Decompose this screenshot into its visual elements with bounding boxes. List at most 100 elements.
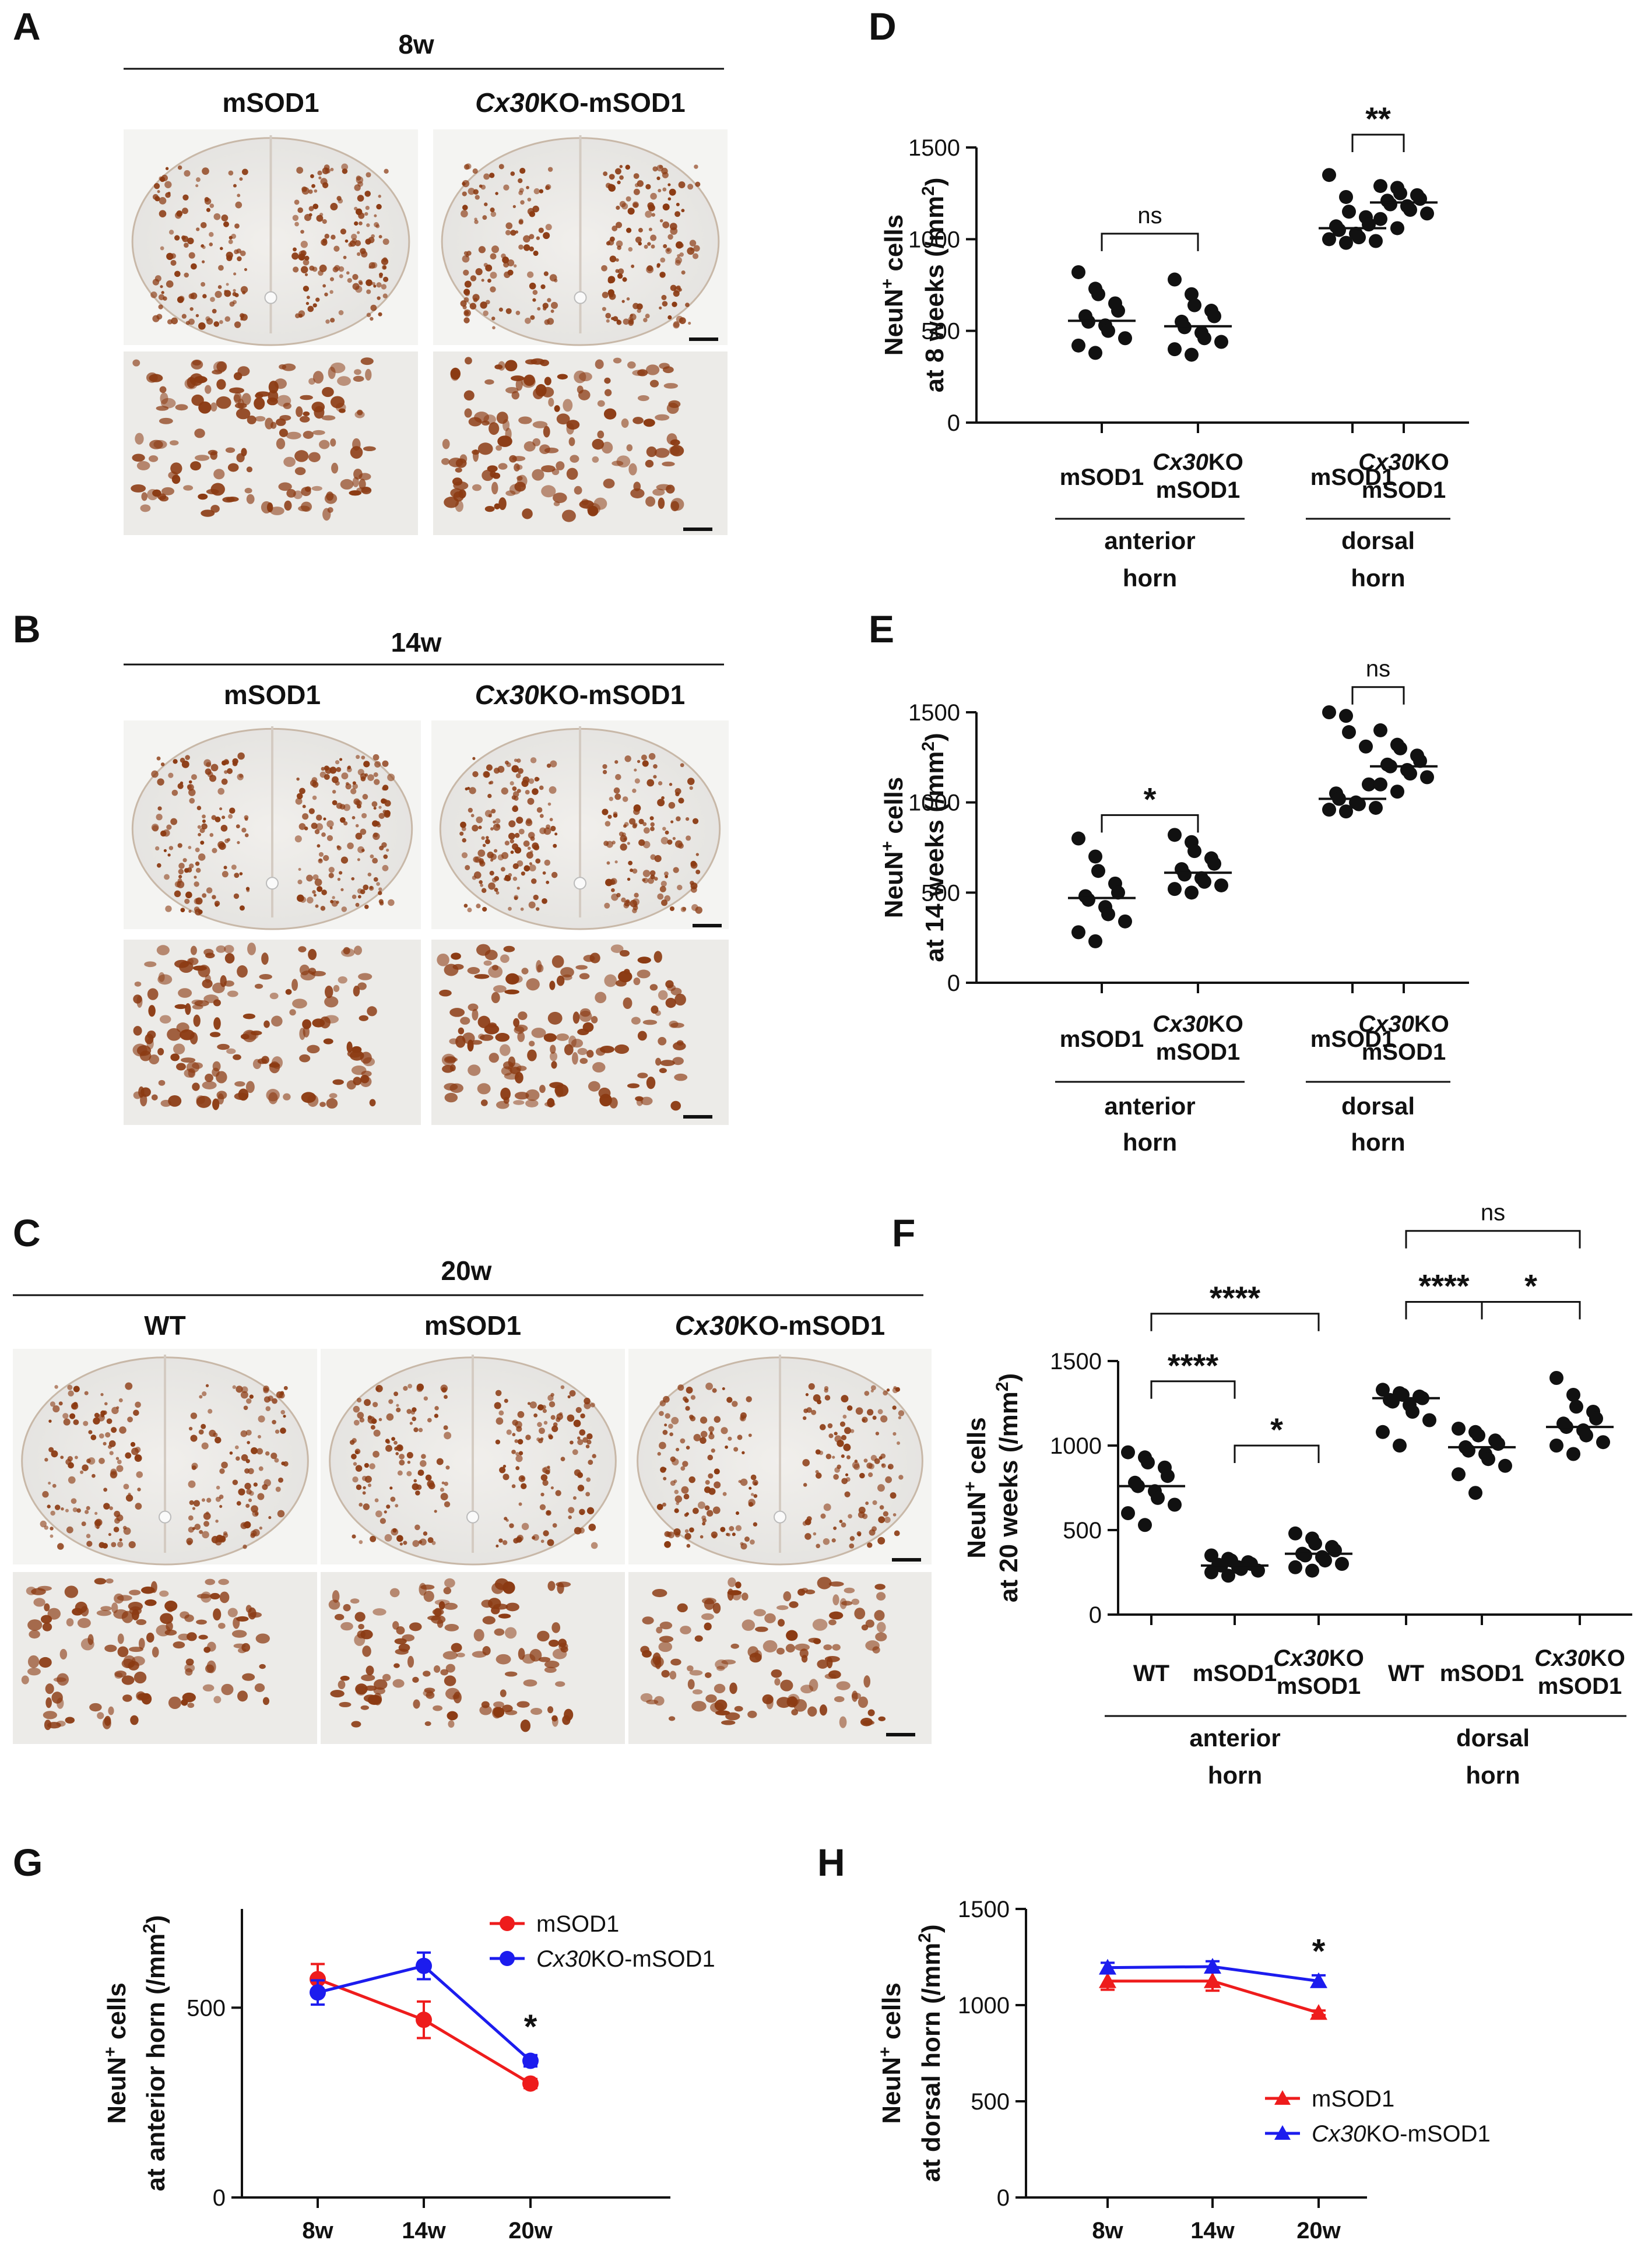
data-point <box>522 2052 539 2069</box>
data-point <box>1161 1469 1175 1483</box>
data-point <box>1393 1439 1407 1453</box>
data-point <box>1589 1411 1603 1426</box>
significance-label: ** <box>1365 100 1391 137</box>
comparison-bracket <box>1405 1301 1483 1320</box>
significance-label: ns <box>1137 203 1162 228</box>
legend-item-1: Cx30KO-mSOD1 <box>1265 2121 1491 2147</box>
data-point <box>1185 885 1199 900</box>
neuron-stain-dots <box>459 753 702 914</box>
data-point <box>1298 1548 1312 1563</box>
comparison-bracket <box>1234 1444 1320 1463</box>
data-point <box>1151 1490 1165 1505</box>
group-label-line2: mSOD1 <box>1156 1039 1241 1065</box>
data-point <box>1099 1972 1116 1988</box>
group-label: mSOD1 <box>1440 1661 1524 1686</box>
data-point <box>1373 777 1387 792</box>
timepoint-C: 20w <box>441 1256 492 1286</box>
significance-label: * <box>1312 1933 1326 1971</box>
data-point <box>1359 739 1373 754</box>
y-tick-label: 1500 <box>908 700 960 726</box>
data-point <box>1288 1526 1302 1541</box>
significance-label: * <box>1524 1268 1537 1304</box>
column-label-C-1: mSOD1 <box>424 1310 521 1341</box>
data-point <box>1461 1443 1475 1458</box>
region-0: anterior horn <box>1055 1081 1245 1156</box>
group-0: mSOD1 <box>1060 265 1144 490</box>
data-point <box>1413 754 1427 768</box>
legend-marker <box>1274 2090 1291 2105</box>
legend-label: mSOD1 <box>536 1911 619 1937</box>
neuron-stain-dots <box>328 1578 574 1732</box>
data-point <box>1111 885 1125 900</box>
data-point <box>1352 797 1366 811</box>
data-point <box>1310 1972 1327 1988</box>
data-point <box>1403 202 1417 217</box>
data-point <box>1369 234 1383 248</box>
data-point <box>1118 914 1132 929</box>
data-point <box>1091 864 1105 878</box>
data-point <box>1420 206 1434 221</box>
data-point <box>1118 331 1132 346</box>
micrograph-layer: A 8w mSOD1 Cx30KO-mSOD1 B 14w mSOD1 Cx30KO-mSOD… <box>13 5 932 1744</box>
y-tick-label: 1500 <box>958 1897 1010 1922</box>
chart-panel-H: H NeuN+ cells at dorsal horn (/mm2) 0 500 100… <box>817 1841 1491 2244</box>
legend-marker <box>500 1951 515 1966</box>
data-point <box>1071 265 1085 279</box>
data-point <box>1101 907 1115 922</box>
data-point <box>1579 1428 1593 1443</box>
chart-panel-F: F NeuN+ cells at 20 weeks (/mm2) 0 500 1000 15… <box>892 1200 1632 1789</box>
data-point <box>1081 892 1095 907</box>
data-point <box>1168 828 1182 842</box>
comparison-bracket <box>1481 1301 1581 1320</box>
group-label: mSOD1 <box>1310 465 1395 490</box>
neuron-stain-dots <box>132 943 377 1110</box>
data-point <box>1339 709 1353 723</box>
data-point <box>310 1984 326 2001</box>
data-point <box>1335 1557 1349 1571</box>
y-axis-label-line1: NeuN+ cells <box>878 777 909 919</box>
data-point <box>1420 770 1434 785</box>
comparison-1: ** <box>1351 100 1405 152</box>
column-label-A-1: Cx30KO-mSOD1 <box>475 87 685 118</box>
data-point <box>1339 235 1353 250</box>
data-point <box>1168 342 1182 357</box>
y-axis-label-line1: NeuN+ cells <box>961 1417 992 1559</box>
data-point <box>1168 1497 1182 1512</box>
data-point <box>1111 304 1125 318</box>
chart-panel-G: G NeuN+ cells at anterior horn (/mm2) 0 500 8… <box>13 1841 715 2244</box>
data-point <box>1342 205 1356 219</box>
neuron-stain-dots <box>460 163 701 330</box>
legend-label: Cx30KO-mSOD1 <box>536 1946 715 1972</box>
region-1: dorsal horn <box>1359 1715 1626 1789</box>
comparison-bracket <box>1351 133 1405 152</box>
neuron-stain-dots <box>437 944 688 1111</box>
group-label-line2: mSOD1 <box>1277 1673 1361 1699</box>
data-point <box>1121 1445 1135 1460</box>
neuron-stain-dots <box>656 1382 905 1550</box>
data-point <box>1322 803 1336 817</box>
central-canal <box>774 1510 786 1524</box>
panel-letter-E: E <box>869 607 894 650</box>
data-point <box>1178 867 1192 882</box>
data-point <box>1185 347 1199 362</box>
data-point <box>1339 804 1353 819</box>
y-tick-label: 1000 <box>958 1993 1010 2019</box>
column-label-C-0: WT <box>144 1310 186 1341</box>
data-point <box>1214 335 1228 349</box>
neuron-stain-dots <box>640 1577 887 1728</box>
data-point <box>1549 1439 1563 1453</box>
group-label-line1: Cx30KO <box>1358 449 1449 475</box>
data-point <box>1308 1536 1322 1551</box>
comparison-bracket <box>1150 1313 1320 1331</box>
y-tick-label: 500 <box>1063 1518 1102 1543</box>
comparison-bracket <box>1351 686 1405 705</box>
group-label-line1: Cx30KO <box>1358 1011 1449 1037</box>
central-canal <box>574 877 586 890</box>
legend-label: Cx30KO-mSOD1 <box>1312 2121 1491 2147</box>
zoom-photo-B-0 <box>124 940 421 1125</box>
group-label-line2: mSOD1 <box>1362 477 1446 503</box>
y-axis-label-line2: at 8 weeks (/mm2) <box>919 178 950 393</box>
